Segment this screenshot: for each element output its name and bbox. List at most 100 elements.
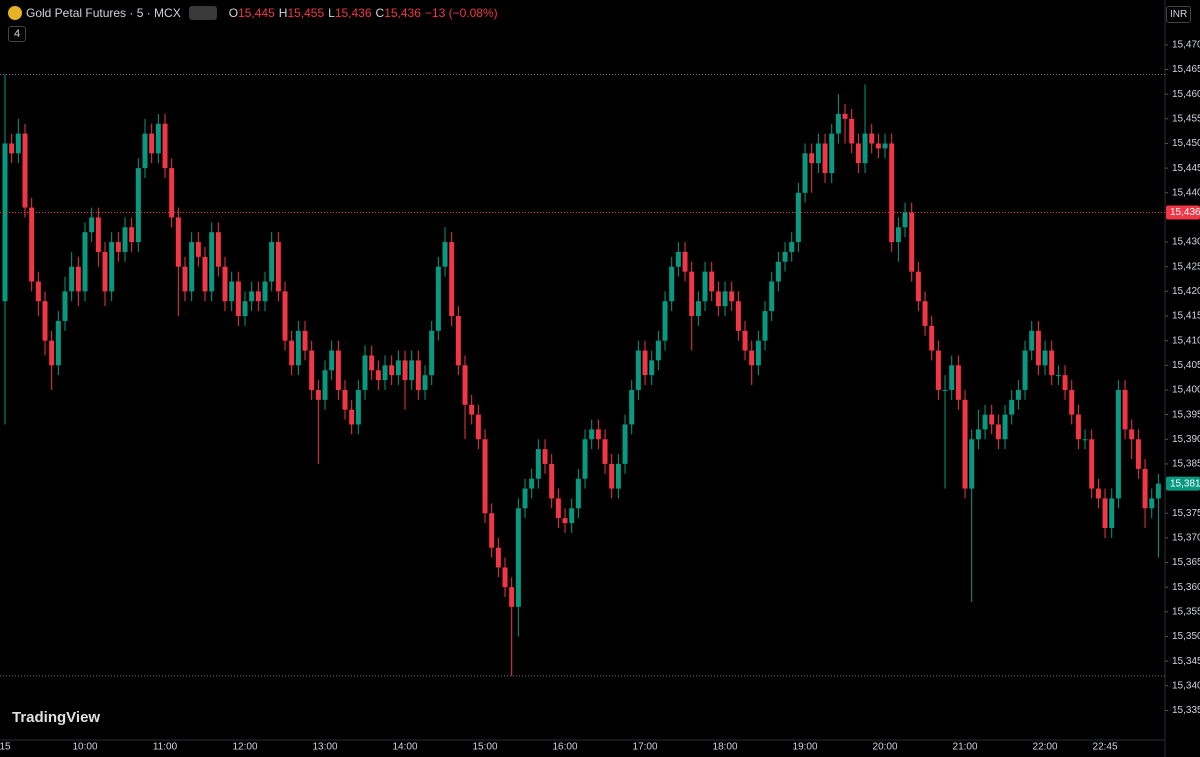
candle-body [209,232,215,292]
candle-body [1029,330,1035,351]
candle-body [262,281,268,302]
candle-body [855,143,861,164]
indicators-count[interactable]: 4 [8,26,27,42]
price-badge [1166,476,1200,491]
candle-body [822,143,828,174]
x-tick-label: 19:00 [793,742,818,753]
candle-body [122,227,128,252]
candle-body [969,439,975,489]
candle-body [1049,350,1055,376]
candle-body [1055,375,1061,377]
candle-body [1102,498,1108,529]
candle-body [582,439,588,479]
candle-body [1129,429,1135,440]
candle-body [789,242,795,252]
x-tick-label: 17:00 [633,742,658,753]
y-tick-label: 15,465 [1172,64,1200,75]
x-tick-label: 12:00 [232,742,257,753]
candle-body [1062,375,1068,390]
candle-body [409,360,415,381]
x-tick-label: 15 [0,742,11,753]
candle-body [282,291,288,341]
candle-body [55,320,61,366]
candle-body [809,153,815,164]
y-tick-label: 15,455 [1172,113,1200,124]
y-tick-label: 15,445 [1172,163,1200,174]
candle-body [709,271,715,292]
brand-logo[interactable]: TradingView [12,709,101,726]
x-tick-label: 13:00 [313,742,338,753]
candle-body [1109,498,1115,529]
indicator-toggle[interactable] [188,6,217,20]
candle-body [229,281,235,302]
candle-body [495,547,501,568]
x-tick-label: 16:00 [553,742,578,753]
candle-body [9,143,15,154]
candle-body [702,271,708,302]
candle-body [249,291,255,302]
y-tick-label: 15,345 [1172,656,1200,667]
candle-body [942,389,948,391]
candle-body [102,251,108,292]
candle-body [395,360,401,376]
candle-body [795,192,801,243]
candle-body [402,360,408,381]
candle-body [442,242,448,267]
y-tick-label: 15,400 [1172,385,1200,396]
candle-body [222,266,228,302]
candle-body [322,370,328,400]
y-tick-label: 15,350 [1172,631,1200,642]
candle-body [762,311,768,341]
candle-body [29,207,35,282]
candle-body [555,498,561,519]
candle-body [422,375,428,390]
candle-body [589,429,595,440]
candle-body [922,301,928,326]
candle-body [302,330,308,351]
candle-body [695,301,701,317]
change: −13 (−0.08%) [424,6,498,20]
candle-body [902,212,908,228]
candle-body [635,350,641,390]
y-tick-label: 15,395 [1172,409,1200,420]
candle-body [549,463,555,499]
candle-body [562,518,568,524]
candle-body [435,266,441,331]
candle-body [522,488,528,509]
candle-body [842,113,848,119]
candle-body [115,242,121,252]
y-tick-label: 15,460 [1172,89,1200,100]
candle-body [889,143,895,243]
candle-body [662,301,668,341]
y-tick-label: 15,470 [1172,40,1200,51]
candle-body [362,355,368,390]
candle-body [169,168,175,218]
candle-body [35,281,41,302]
candle-body [1089,439,1095,489]
symbol[interactable]: Gold Petal Futures · 5 · MCX [26,6,181,20]
candle-body [955,365,961,400]
y-tick-label: 15,385 [1172,459,1200,470]
candle-body [315,389,321,400]
ohlc-value: 15,445 [238,6,275,20]
candle-body [602,439,608,464]
candle-body [295,330,301,366]
candle-body [802,153,808,193]
currency[interactable]: INR [1166,6,1192,23]
legend: Gold Petal Futures · 5 · MCX O15,445 H15,… [8,6,498,20]
candle-body [2,143,8,302]
candle-body [1149,498,1155,509]
x-tick-label: 15:00 [473,742,498,753]
y-tick-label: 15,420 [1172,286,1200,297]
candle-body [255,291,261,302]
candle-body [195,242,201,257]
candle-body [469,404,475,415]
candle-body [22,133,28,208]
candle-body [1135,439,1141,469]
candle-body [882,143,888,149]
candle-body [995,424,1001,440]
candle-body [875,143,881,149]
candle-body [769,281,775,312]
candle-body [489,513,495,548]
